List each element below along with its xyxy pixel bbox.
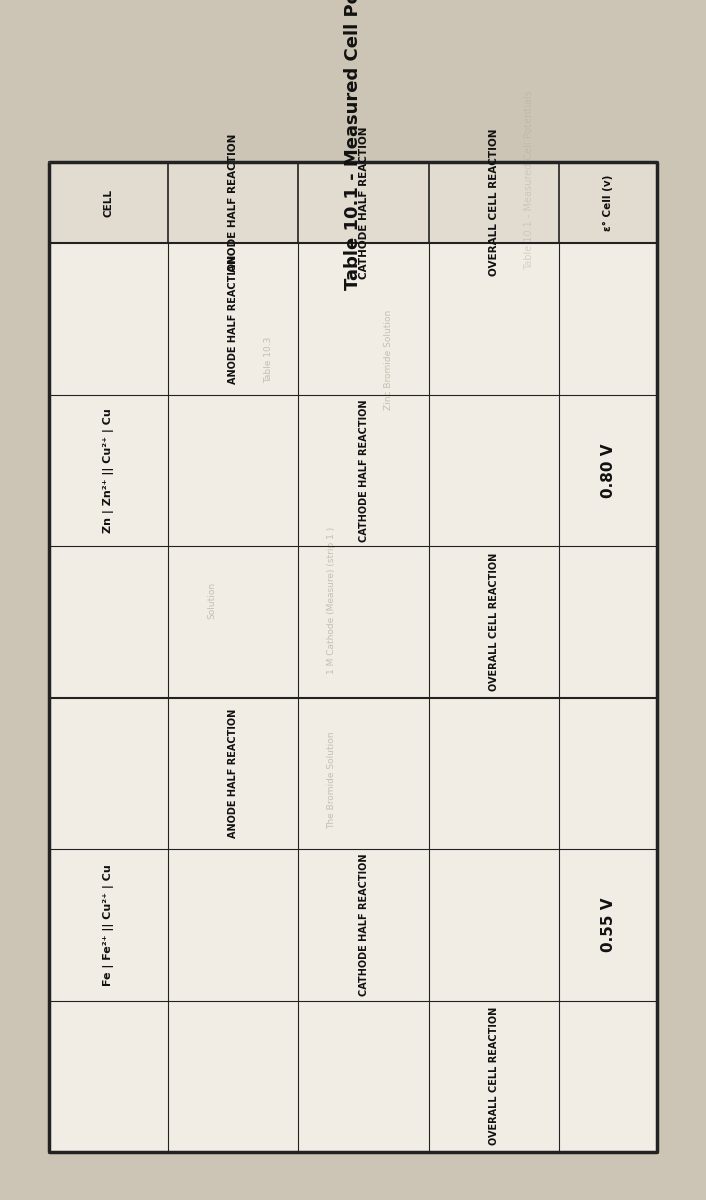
Text: ANODE HALF REACTION: ANODE HALF REACTION — [228, 254, 238, 384]
Text: Fe | Fe²⁺ || Cu²⁺ | Cu: Fe | Fe²⁺ || Cu²⁺ | Cu — [103, 864, 114, 985]
Text: 1 M Cathode (Measure) (strip 1 ): 1 M Cathode (Measure) (strip 1 ) — [328, 527, 336, 673]
Text: ANODE HALF REACTION: ANODE HALF REACTION — [228, 709, 238, 838]
Text: OVERALL CELL REACTION: OVERALL CELL REACTION — [489, 128, 499, 276]
Text: CATHODE HALF REACTION: CATHODE HALF REACTION — [359, 400, 369, 541]
Polygon shape — [49, 162, 657, 1152]
Text: ε° Cell (v): ε° Cell (v) — [603, 174, 613, 230]
Text: Table 10.3: Table 10.3 — [264, 337, 273, 383]
Text: The Bromide Solution: The Bromide Solution — [328, 731, 336, 829]
Text: Zinc Bromide Solution: Zinc Bromide Solution — [384, 310, 393, 410]
Polygon shape — [49, 162, 657, 244]
Text: CATHODE HALF REACTION: CATHODE HALF REACTION — [359, 853, 369, 996]
Text: Table 10.1 - Measured Cell Potentials: Table 10.1 - Measured Cell Potentials — [525, 90, 534, 270]
Text: OVERALL CELL REACTION: OVERALL CELL REACTION — [489, 553, 499, 691]
Text: CELL: CELL — [104, 188, 114, 216]
Text: CATHODE HALF REACTION: CATHODE HALF REACTION — [359, 126, 369, 278]
Text: ANODE HALF REACTION: ANODE HALF REACTION — [228, 133, 238, 271]
Text: OVERALL CELL REACTION: OVERALL CELL REACTION — [489, 1007, 499, 1145]
Text: Zn | Zn²⁺ || Cu²⁺ | Cu: Zn | Zn²⁺ || Cu²⁺ | Cu — [103, 408, 114, 533]
Text: 0.80 V: 0.80 V — [601, 443, 616, 498]
Text: Solution: Solution — [208, 582, 216, 618]
Text: Table 10.1 - Measured Cell Potentials: Table 10.1 - Measured Cell Potentials — [344, 0, 362, 290]
Text: 0.55 V: 0.55 V — [601, 898, 616, 952]
